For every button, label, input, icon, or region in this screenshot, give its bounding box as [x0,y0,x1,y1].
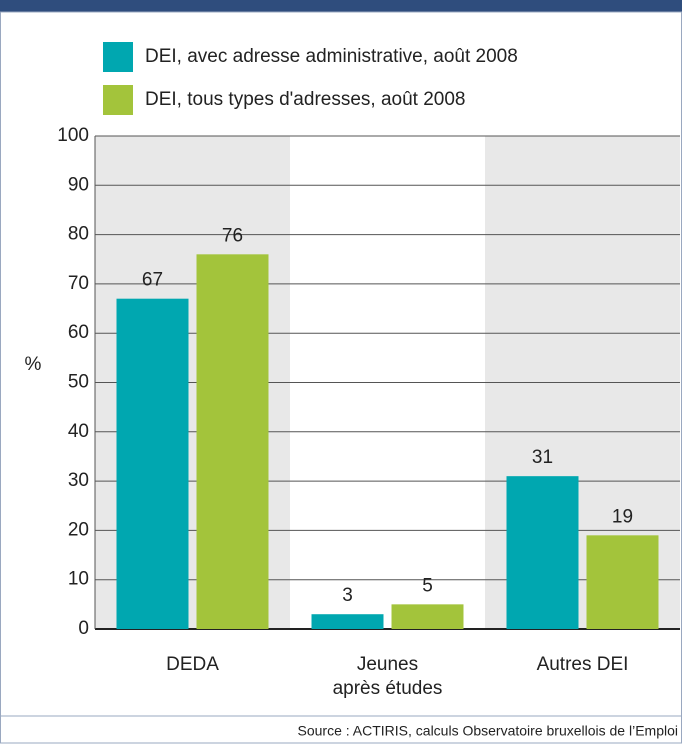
legend-swatch [103,85,133,115]
y-axis-label: % [25,354,42,375]
y-tick-label: 0 [78,618,89,639]
bar [586,535,659,629]
x-tick-label: DEDA [166,654,219,675]
source: Source : ACTIRIS, calculs Observatoire b… [298,723,678,739]
y-tick-label: 60 [68,322,89,343]
legend-label: DEI, avec adresse administrative, août 2… [145,46,518,67]
header-bar [0,0,682,12]
x-tick-label: Jeunes après études [332,654,443,699]
value-label: 67 [142,270,163,291]
y-tick-label: 10 [68,569,89,590]
x-tick-label: Autres DEI [536,654,629,675]
bar [196,254,269,629]
bar [311,614,384,629]
bar [506,476,579,629]
value-label: 3 [342,585,353,606]
value-label: 31 [532,447,553,468]
y-tick-label: 90 [68,174,89,195]
y-tick-label: 70 [68,273,89,294]
legend-swatch [103,42,133,72]
bar [391,604,464,629]
value-label: 19 [612,506,633,527]
y-tick-label: 100 [57,125,89,146]
value-label: 5 [422,575,433,596]
y-tick-label: 30 [68,470,89,491]
legend-label: DEI, tous types d'adresses, août 2008 [145,89,466,110]
y-tick-label: 40 [68,421,89,442]
bar [116,298,189,629]
value-label: 76 [222,225,243,246]
y-tick-label: 50 [68,372,89,393]
y-tick-label: 80 [68,224,89,245]
y-tick-label: 20 [68,519,89,540]
